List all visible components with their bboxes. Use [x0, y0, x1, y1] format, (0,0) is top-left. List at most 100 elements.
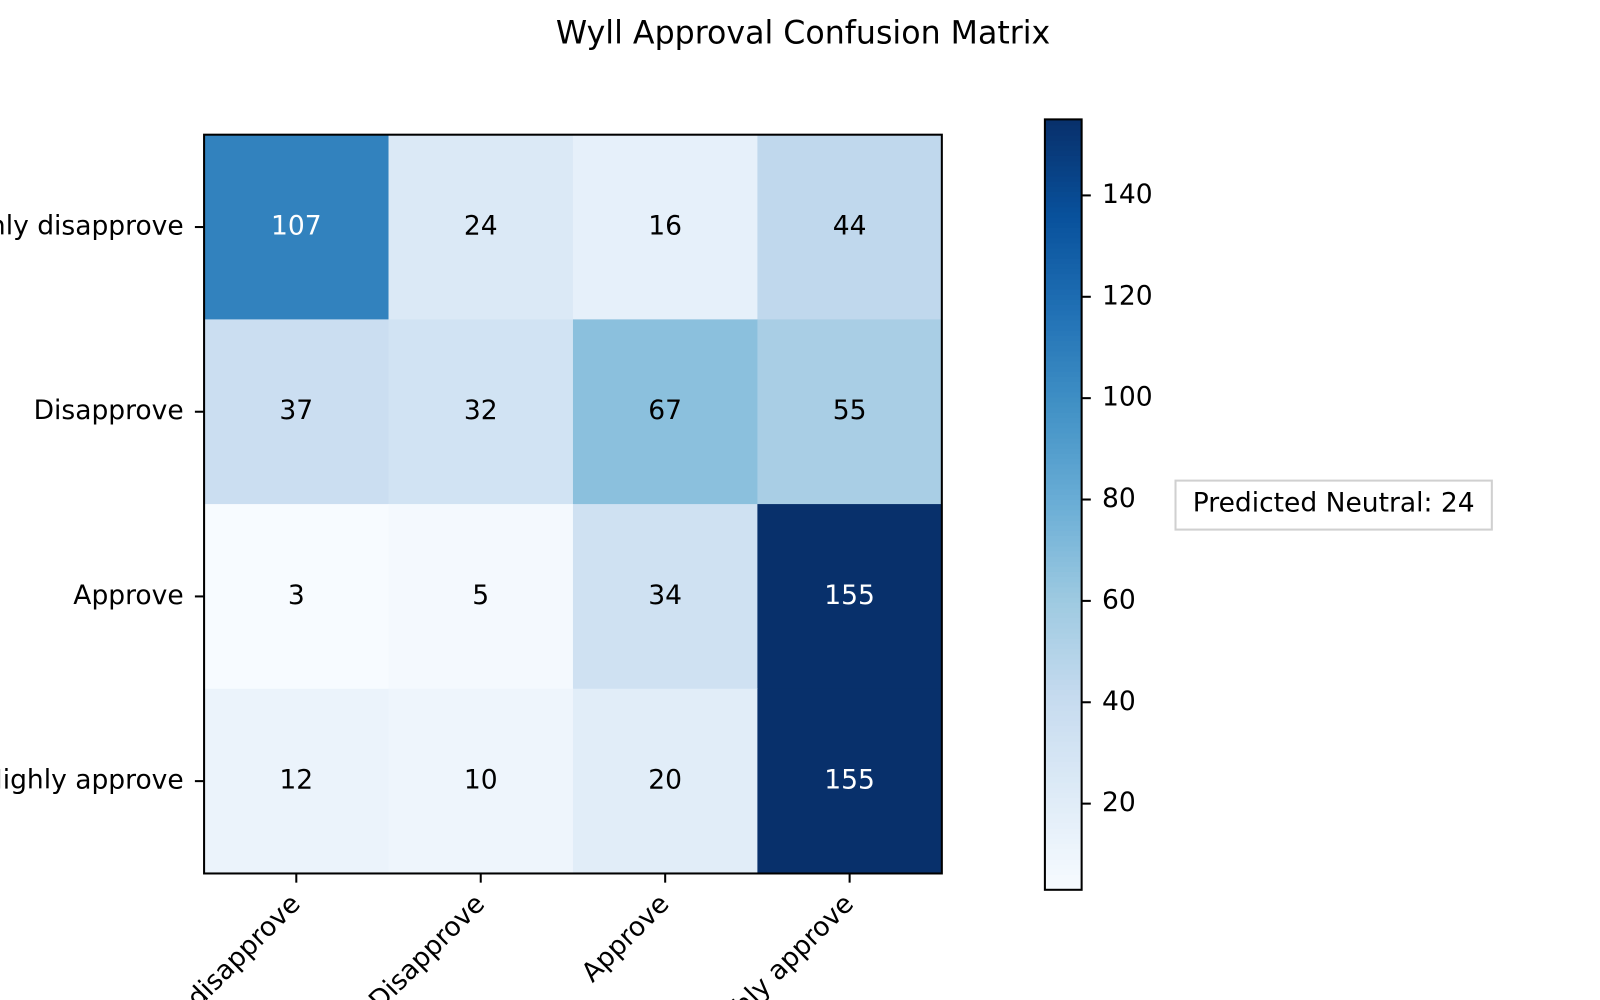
- heatmap-cell: [757, 134, 943, 320]
- colorbar-segment: [1044, 632, 1082, 639]
- colorbar-segment: [1044, 371, 1082, 377]
- colorbar-segment: [1044, 391, 1082, 398]
- colorbar-segment: [1044, 597, 1082, 603]
- colorbar-segment: [1044, 586, 1082, 593]
- colorbar-segment: [1044, 735, 1082, 742]
- colorbar-segment: [1044, 484, 1082, 490]
- colorbar-tick-label: 60: [1102, 584, 1136, 615]
- colorbar-segment: [1044, 324, 1082, 331]
- colorbar-segment: [1044, 278, 1082, 285]
- colorbar-segment: [1044, 227, 1082, 233]
- colorbar-segment: [1044, 617, 1082, 624]
- colorbar-segment: [1044, 833, 1082, 840]
- colorbar-segment: [1044, 175, 1082, 182]
- colorbar-segment: [1044, 571, 1082, 578]
- x-tick-label: Disapprove: [363, 888, 491, 1000]
- colorbar-segment: [1044, 129, 1082, 136]
- colorbar-segment: [1044, 812, 1082, 819]
- colorbar-segment: [1044, 643, 1082, 650]
- colorbar-segment: [1044, 514, 1082, 521]
- cell-label: 155: [824, 580, 875, 611]
- heatmap-cell: [572, 134, 758, 320]
- colorbar-segment: [1044, 561, 1082, 567]
- colorbar-segment: [1044, 453, 1082, 459]
- colorbar-segment: [1044, 381, 1082, 388]
- colorbar-segment: [1044, 165, 1082, 172]
- colorbar-tick-label: 80: [1102, 483, 1136, 514]
- colorbar-segment: [1044, 401, 1082, 408]
- colorbar-segment: [1044, 294, 1082, 300]
- heatmap-cell: [388, 134, 574, 320]
- cell-label: 34: [648, 580, 682, 611]
- cell-label: 16: [648, 211, 682, 242]
- colorbar-segment: [1044, 494, 1082, 501]
- colorbar-segment: [1044, 422, 1082, 429]
- colorbar-segment: [1044, 437, 1082, 444]
- colorbar-segment: [1044, 468, 1082, 475]
- cell-label: 24: [464, 211, 498, 242]
- colorbar-segment: [1044, 668, 1082, 675]
- colorbar-segment: [1044, 119, 1082, 126]
- colorbar-segment: [1044, 355, 1082, 362]
- annotation-box: [1174, 479, 1493, 531]
- colorbar-segment: [1044, 787, 1082, 793]
- colorbar-segment: [1044, 607, 1082, 614]
- colorbar-segment: [1044, 263, 1082, 269]
- colorbar-segment: [1044, 247, 1082, 254]
- colorbar-segment: [1044, 694, 1082, 701]
- colorbar-segment: [1044, 181, 1082, 187]
- colorbar-tick-label: 20: [1102, 787, 1136, 818]
- colorbar-segment: [1044, 720, 1082, 727]
- colorbar-segment: [1044, 761, 1082, 768]
- colorbar-segment: [1044, 684, 1082, 691]
- colorbar-segment: [1044, 776, 1082, 783]
- colorbar-segment: [1044, 869, 1082, 875]
- heatmap-cell: [572, 319, 758, 505]
- colorbar-segment: [1044, 304, 1082, 311]
- cell-label: 3: [288, 580, 305, 611]
- colorbar-segment: [1044, 376, 1082, 382]
- colorbar-segment: [1044, 288, 1082, 295]
- colorbar-segment: [1044, 258, 1082, 264]
- colorbar-segment: [1044, 283, 1082, 290]
- colorbar-segment: [1044, 730, 1082, 737]
- heatmap-cell: [204, 134, 390, 320]
- colorbar-segment: [1044, 509, 1082, 516]
- colorbar-tick-label: 40: [1102, 686, 1136, 717]
- colorbar-segment: [1044, 540, 1082, 547]
- colorbar-segment: [1044, 689, 1082, 696]
- y-tick-label: Disapprove: [34, 395, 184, 426]
- colorbar-segment: [1044, 674, 1082, 680]
- x-tick-label: Highly approve: [696, 888, 860, 1000]
- colorbar-segment: [1044, 201, 1082, 208]
- colorbar-segment: [1044, 807, 1082, 814]
- colorbar-segment: [1044, 196, 1082, 203]
- colorbar-segment: [1044, 648, 1082, 655]
- annotation: Predicted Neutral: 24: [1193, 488, 1475, 519]
- colorbar-segment: [1044, 319, 1082, 326]
- colorbar-tick-label: 140: [1102, 179, 1153, 210]
- colorbar-segment: [1044, 396, 1082, 403]
- colorbar-segment: [1044, 545, 1082, 552]
- colorbar-segment: [1044, 715, 1082, 721]
- heatmap-cell: [388, 319, 574, 505]
- cell-label: 32: [464, 395, 498, 426]
- colorbar-segment: [1044, 412, 1082, 418]
- heatmap-cell: [757, 688, 943, 874]
- colorbar-segment: [1044, 134, 1082, 141]
- colorbar-segment: [1044, 124, 1082, 131]
- colorbar-segment: [1044, 627, 1082, 634]
- colorbar-segment: [1044, 858, 1082, 865]
- colorbar-segment: [1044, 658, 1082, 665]
- colorbar-segment: [1044, 155, 1082, 162]
- cell-label: 37: [279, 395, 313, 426]
- x-tick-label: Highly disapprove: [116, 888, 307, 1000]
- colorbar-segment: [1044, 268, 1082, 275]
- colorbar-segment: [1044, 360, 1082, 367]
- colorbar-segment: [1044, 766, 1082, 773]
- cell-label: 107: [271, 211, 322, 242]
- heatmap-cell: [204, 688, 390, 874]
- heatmap-cell: [757, 504, 943, 690]
- y-tick-label: Approve: [73, 580, 183, 611]
